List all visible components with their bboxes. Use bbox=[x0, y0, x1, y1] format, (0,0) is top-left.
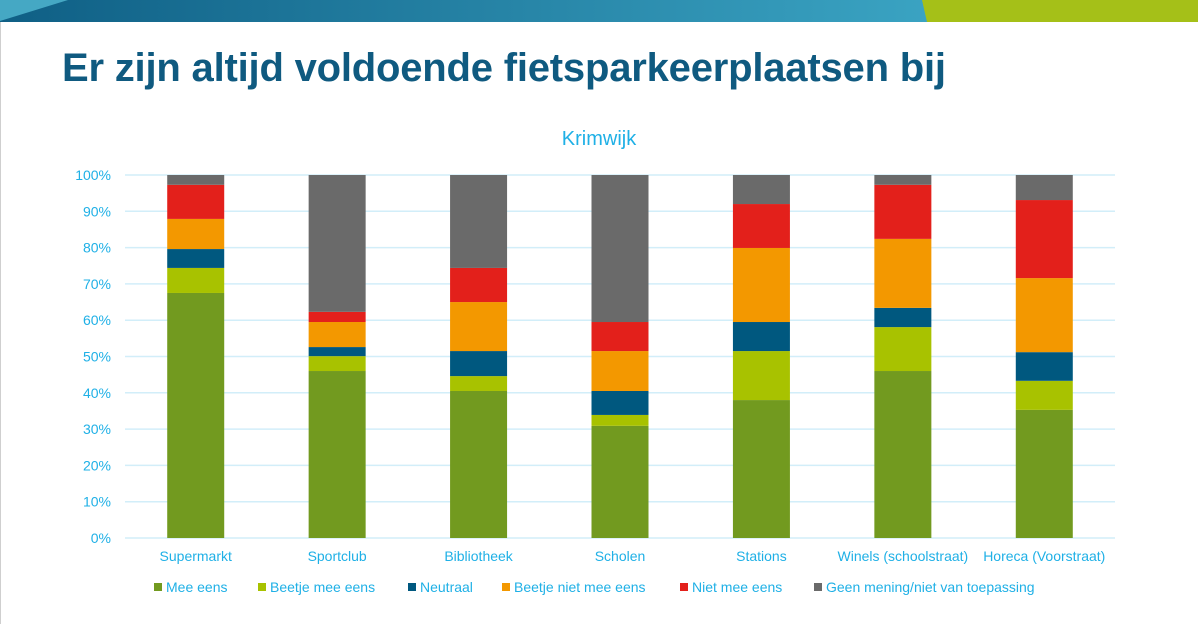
bar-segment-neutraal-bibliotheek bbox=[450, 351, 508, 377]
bar-segment-beetje-niet-mee-eens-supermarkt bbox=[167, 218, 225, 250]
legend-label: Mee eens bbox=[166, 579, 228, 595]
bar-segment-geen-mening-niet-van-toepassing-winels-schoolstraat- bbox=[874, 175, 932, 185]
x-category-label: Scholen bbox=[595, 548, 646, 564]
legend-swatch bbox=[408, 583, 416, 591]
bar-segment-beetje-niet-mee-eens-sportclub bbox=[308, 322, 366, 348]
bar-segment-beetje-mee-eens-horeca-voorstraat- bbox=[1015, 380, 1073, 410]
bar-segment-beetje-mee-eens-sportclub bbox=[308, 356, 366, 372]
legend-swatch bbox=[680, 583, 688, 591]
bar-segment-geen-mening-niet-van-toepassing-bibliotheek bbox=[450, 175, 508, 268]
legend-label: Neutraal bbox=[420, 579, 473, 595]
legend-label: Niet mee eens bbox=[692, 579, 783, 595]
bar-segment-neutraal-supermarkt bbox=[167, 249, 225, 268]
bar-segment-beetje-niet-mee-eens-stations bbox=[732, 247, 790, 323]
x-category-label: Stations bbox=[736, 548, 787, 564]
bar-segment-beetje-mee-eens-winels-schoolstraat- bbox=[874, 327, 932, 372]
y-tick-label: 90% bbox=[83, 203, 111, 219]
bar-segment-neutraal-stations bbox=[732, 322, 790, 352]
bar-segment-beetje-niet-mee-eens-scholen bbox=[591, 351, 649, 391]
bar-segment-niet-mee-eens-sportclub bbox=[308, 311, 366, 323]
y-tick-label: 10% bbox=[83, 494, 111, 510]
bars bbox=[167, 175, 1073, 538]
bar-segment-beetje-niet-mee-eens-winels-schoolstraat- bbox=[874, 238, 932, 308]
chart-title: Krimwijk bbox=[561, 128, 637, 150]
y-tick-label: 100% bbox=[75, 167, 111, 183]
y-tick-label: 70% bbox=[83, 276, 111, 292]
slide-title: Er zijn altijd voldoende fietsparkeerpla… bbox=[62, 46, 946, 90]
legend-swatch bbox=[814, 583, 822, 591]
legend-item: Niet mee eens bbox=[680, 579, 782, 595]
banner-green-block bbox=[922, 0, 1198, 22]
bar-segment-mee-eens-stations bbox=[732, 400, 790, 538]
bar-segment-mee-eens-scholen bbox=[591, 425, 649, 538]
bar-segment-geen-mening-niet-van-toepassing-scholen bbox=[591, 175, 649, 323]
y-tick-label: 80% bbox=[83, 240, 111, 256]
y-tick-label: 60% bbox=[83, 312, 111, 328]
bar-segment-niet-mee-eens-stations bbox=[732, 204, 790, 248]
legend-item: Neutraal bbox=[408, 579, 473, 595]
x-category-label: Horeca (Voorstraat) bbox=[983, 548, 1105, 564]
legend-item: Beetje niet mee eens bbox=[502, 579, 646, 595]
bar-segment-geen-mening-niet-van-toepassing-horeca-voorstraat- bbox=[1015, 175, 1073, 201]
y-axis-ticks: 0% 10% 20% 30% 40% 50% 60% 70% 80% 90% 100% bbox=[75, 167, 111, 546]
y-tick-label: 30% bbox=[83, 421, 111, 437]
bar-segment-mee-eens-winels-schoolstraat- bbox=[874, 371, 932, 538]
y-tick-label: 40% bbox=[83, 385, 111, 401]
bar-segment-beetje-mee-eens-supermarkt bbox=[167, 267, 225, 293]
x-category-label: Supermarkt bbox=[160, 548, 232, 564]
bar-segment-beetje-mee-eens-stations bbox=[732, 351, 790, 401]
legend-swatch bbox=[258, 583, 266, 591]
bar-segment-neutraal-sportclub bbox=[308, 347, 366, 357]
banner-gradient-band bbox=[0, 0, 927, 22]
bar-segment-beetje-niet-mee-eens-bibliotheek bbox=[450, 302, 508, 352]
legend-label: Beetje mee eens bbox=[270, 579, 376, 595]
x-category-label: Winels (schoolstraat) bbox=[838, 548, 969, 564]
legend-item: Geen mening/niet van toepassing bbox=[814, 579, 1035, 595]
bar-segment-neutraal-horeca-voorstraat- bbox=[1015, 352, 1073, 381]
bar-segment-niet-mee-eens-supermarkt bbox=[167, 184, 225, 219]
header-banner bbox=[0, 0, 1198, 22]
bar-segment-beetje-mee-eens-bibliotheek bbox=[450, 376, 508, 391]
legend-item: Beetje mee eens bbox=[258, 579, 375, 595]
legend-swatch bbox=[502, 583, 510, 591]
bar-segment-mee-eens-supermarkt bbox=[167, 292, 225, 538]
bar-segment-geen-mening-niet-van-toepassing-sportclub bbox=[308, 175, 366, 312]
bar-segment-neutraal-winels-schoolstraat- bbox=[874, 307, 932, 328]
bar-segment-niet-mee-eens-scholen bbox=[591, 322, 649, 352]
slide-left-border bbox=[0, 22, 1, 624]
bar-segment-neutraal-scholen bbox=[591, 390, 649, 415]
legend-item: Mee eens bbox=[154, 579, 227, 595]
bar-segment-geen-mening-niet-van-toepassing-supermarkt bbox=[167, 175, 225, 185]
y-tick-label: 50% bbox=[83, 349, 111, 365]
x-axis-labels: Supermarkt Sportclub Bibliotheek Scholen Sta… bbox=[160, 548, 1106, 564]
legend-label: Beetje niet mee eens bbox=[514, 579, 646, 595]
bar-segment-niet-mee-eens-horeca-voorstraat- bbox=[1015, 200, 1073, 279]
bar-segment-beetje-mee-eens-scholen bbox=[591, 414, 649, 426]
bar-segment-mee-eens-sportclub bbox=[308, 371, 366, 538]
x-category-label: Sportclub bbox=[308, 548, 367, 564]
bar-segment-mee-eens-horeca-voorstraat- bbox=[1015, 409, 1073, 538]
legend-swatch bbox=[154, 583, 162, 591]
y-tick-label: 0% bbox=[91, 530, 111, 546]
bar-segment-niet-mee-eens-bibliotheek bbox=[450, 267, 508, 303]
y-tick-label: 20% bbox=[83, 457, 111, 473]
bar-segment-beetje-niet-mee-eens-horeca-voorstraat- bbox=[1015, 278, 1073, 353]
bar-segment-niet-mee-eens-winels-schoolstraat- bbox=[874, 184, 932, 239]
x-category-label: Bibliotheek bbox=[444, 548, 513, 564]
bar-segment-mee-eens-bibliotheek bbox=[450, 390, 508, 538]
bar-segment-geen-mening-niet-van-toepassing-stations bbox=[732, 175, 790, 205]
legend-label: Geen mening/niet van toepassing bbox=[826, 579, 1035, 595]
